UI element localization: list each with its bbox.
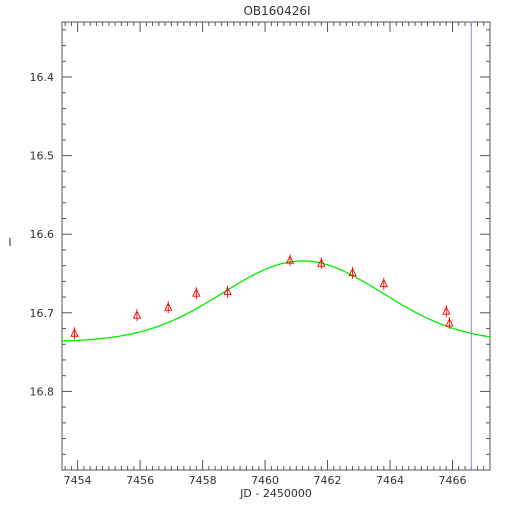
y-tick-label: 16.5 [30,150,55,163]
x-axis: 7454 7456 7458 7460 7462 7464 7466 [64,22,491,487]
plot-frame [61,21,491,471]
chart-title: OB160426I [243,4,310,18]
x-tick-label: 7466 [439,474,467,487]
y-tick-label: 16.6 [30,228,55,241]
x-tick-label: 7464 [376,474,404,487]
x-tick-label: 7458 [189,474,217,487]
data-point [445,317,454,330]
data-point [442,305,451,318]
x-tick-label: 7456 [126,474,154,487]
x-axis-label: JD - 2450000 [239,487,312,500]
x-tick-label: 7460 [251,474,279,487]
data-point [285,254,295,267]
data-points-layer [70,254,454,340]
y-axis: 16.4 16.5 16.6 16.7 16.8 [30,29,490,471]
model-curve-layer [61,22,491,470]
x-tick-label: 7454 [64,474,92,487]
data-point [379,277,389,290]
data-point [192,287,201,300]
data-point [70,327,79,340]
data-point [163,301,173,314]
data-point [223,285,232,298]
data-point [132,309,142,322]
y-tick-label: 16.7 [30,307,55,320]
y-axis-label: I [8,236,11,249]
model-curve [61,260,491,342]
x-tick-label: 7462 [314,474,342,487]
y-tick-label: 16.8 [30,385,55,398]
data-point [317,257,326,270]
plot-area [61,21,491,471]
data-point [348,266,357,279]
y-tick-label: 16.4 [30,71,55,84]
